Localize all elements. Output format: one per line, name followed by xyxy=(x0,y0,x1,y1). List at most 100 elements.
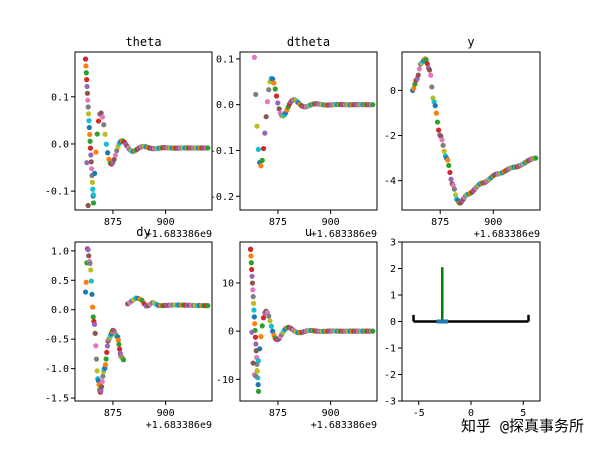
data-point xyxy=(89,166,95,172)
data-point xyxy=(275,100,281,106)
data-point xyxy=(250,287,256,293)
data-point xyxy=(426,67,433,73)
axes-frame-y xyxy=(401,51,541,211)
x-tick-label: -5 xyxy=(413,408,425,419)
data-point xyxy=(446,162,452,169)
data-point xyxy=(262,130,268,136)
data-point xyxy=(93,356,100,362)
data-point xyxy=(253,341,259,347)
y-tick-label: -1.0 xyxy=(45,364,69,375)
x-offset-text: +1.683386e9 xyxy=(146,229,212,240)
title-u: u xyxy=(305,225,312,239)
data-point xyxy=(82,56,89,62)
data-point xyxy=(205,303,211,309)
data-point xyxy=(250,294,256,300)
data-point xyxy=(102,362,109,368)
data-point xyxy=(83,63,89,69)
data-point xyxy=(82,289,89,295)
x-tick-label: 5 xyxy=(520,408,526,419)
data-point xyxy=(263,114,269,120)
data-point xyxy=(84,90,91,96)
axes-frame-dtheta xyxy=(239,51,378,211)
x-tick-label: 0 xyxy=(468,408,474,419)
data-point xyxy=(117,346,123,352)
data-point xyxy=(255,358,261,364)
y-tick-label: 0 xyxy=(390,86,396,97)
title-dy: dy xyxy=(136,225,150,239)
data-point xyxy=(112,152,119,158)
data-point xyxy=(270,76,276,82)
data-point xyxy=(259,157,265,163)
data-point xyxy=(84,83,90,90)
data-point xyxy=(251,54,258,61)
axes-frame-u xyxy=(239,241,378,402)
data-point xyxy=(255,388,262,394)
y-tick-label: -0.2 xyxy=(210,192,234,203)
data-point xyxy=(452,192,459,198)
data-point xyxy=(254,123,260,129)
data-point xyxy=(428,72,434,78)
y-tick-label: -0.1 xyxy=(45,187,69,198)
data-point xyxy=(90,304,96,310)
data-point xyxy=(247,246,254,252)
data-point xyxy=(415,72,421,78)
data-point xyxy=(101,122,107,128)
data-point xyxy=(87,260,93,266)
data-point xyxy=(88,267,94,273)
data-point xyxy=(249,280,256,286)
watermark-text: 知乎 @探真事务所 xyxy=(461,417,584,435)
data-point xyxy=(99,114,106,120)
data-point xyxy=(447,169,453,176)
data-point xyxy=(116,341,122,348)
data-point xyxy=(83,70,89,76)
data-point xyxy=(250,360,256,366)
panel-u: u 875 900 -10 0 10 +1.683386e9 xyxy=(216,225,378,431)
y-tick-label: -0.1 xyxy=(210,146,234,157)
data-point xyxy=(266,87,272,93)
x-offset-text: +1.683386e9 xyxy=(311,420,377,431)
data-point xyxy=(93,343,99,349)
data-point xyxy=(451,186,458,192)
x-offset-text: +1.683386e9 xyxy=(474,229,540,240)
x-offset-text: +1.683386e9 xyxy=(311,229,377,240)
data-point xyxy=(85,247,91,253)
x-tick-label: 875 xyxy=(269,217,287,228)
series-animation xyxy=(412,267,530,324)
data-point xyxy=(103,141,109,147)
data-point xyxy=(266,313,272,319)
x-tick-label: 900 xyxy=(484,217,502,228)
data-point xyxy=(87,138,93,144)
y-tick-label: -4 xyxy=(384,176,396,187)
data-point xyxy=(255,146,261,153)
data-point xyxy=(115,337,121,343)
axes-frame-theta xyxy=(74,51,213,211)
data-point xyxy=(92,330,98,336)
data-point xyxy=(86,124,92,131)
data-point xyxy=(250,300,257,306)
data-point xyxy=(86,118,92,124)
panel-y: y 875 900 -4 -2 0 +1.683386e9 xyxy=(384,35,541,240)
panel-dtheta: dtheta 875 900 -0.2 -0.1 0.0 0.1 +1.683386e9 xyxy=(210,35,378,240)
series-y xyxy=(410,56,539,206)
data-point xyxy=(88,278,94,284)
series-dy xyxy=(82,246,211,395)
y-tick-label: 0 xyxy=(228,327,234,338)
data-point xyxy=(205,145,211,151)
data-point xyxy=(257,346,263,352)
y-tick-label: 2 xyxy=(390,264,396,275)
data-point xyxy=(248,253,254,259)
data-point xyxy=(83,279,89,285)
data-point xyxy=(429,84,435,90)
data-point xyxy=(92,170,98,176)
data-point xyxy=(249,329,255,335)
data-point xyxy=(94,131,100,137)
y-tick-label: -1.5 xyxy=(45,394,69,405)
title-dtheta: dtheta xyxy=(287,35,330,49)
data-point xyxy=(102,131,108,137)
data-point xyxy=(86,253,92,259)
data-point xyxy=(253,91,259,98)
data-point xyxy=(267,318,273,324)
data-point xyxy=(87,131,93,138)
title-y: y xyxy=(467,35,474,49)
